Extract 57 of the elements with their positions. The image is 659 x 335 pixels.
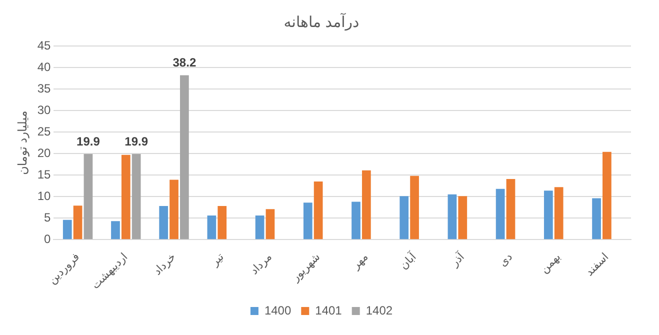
x-tick-label: مهر [349,250,371,272]
bar [170,180,178,240]
bar [352,202,360,240]
x-tick-label: خرداد [152,251,178,278]
bar [410,176,419,240]
bar [362,170,371,240]
y-tick-label: 35 [37,81,52,96]
y-tick-label: 30 [37,102,52,117]
data-label: 38.2 [172,56,196,70]
legend-label: 1402 [366,303,393,318]
x-tick-label: مرداد [248,250,275,278]
bar [132,154,141,240]
x-tick-label: اردیبهشت [90,251,130,292]
chart-title: درآمد ماهانه [284,12,360,32]
y-axis-title: میلیارد تومان [16,110,30,175]
bar [84,154,93,240]
y-tick-label: 0 [44,232,52,246]
bar [266,209,275,240]
bar [506,178,516,240]
x-tick-label: اسفند [584,251,612,279]
bar [62,220,72,240]
bar [496,188,505,240]
bar [314,182,323,240]
y-tick-label: 40 [37,60,52,74]
bar [400,196,409,240]
x-tick-label: آذر [446,248,468,270]
bar [73,206,82,240]
bar [592,198,601,240]
bar [159,206,168,240]
bar [180,75,189,240]
x-tick-label: فروردین [46,251,82,287]
bar [111,221,120,240]
bar [458,196,468,240]
y-tick-label: 45 [37,38,52,52]
bar [218,206,227,240]
y-tick-label: 5 [44,210,52,224]
bar [207,216,216,240]
x-tick-label: شهریور [289,251,323,285]
x-tick-label: بهمن [538,251,564,276]
y-tick-label: 25 [37,124,52,138]
x-tick-label: آبان [396,248,420,272]
bar [544,190,553,240]
data-label: 19.9 [124,134,148,148]
bar [448,194,457,240]
legend-label: 1400 [264,303,292,318]
bar [255,216,264,240]
x-tick-label: تیر [208,251,226,270]
y-tick-label: 15 [37,167,52,182]
y-tick-label: 20 [37,146,52,160]
bar [554,187,564,240]
data-label: 19.9 [76,134,100,148]
legend-label: 1401 [315,303,342,318]
y-tick-label: 10 [37,188,52,203]
bar [303,202,312,240]
bar [121,154,130,240]
bar [602,152,612,240]
x-tick-label: دی [496,250,516,270]
